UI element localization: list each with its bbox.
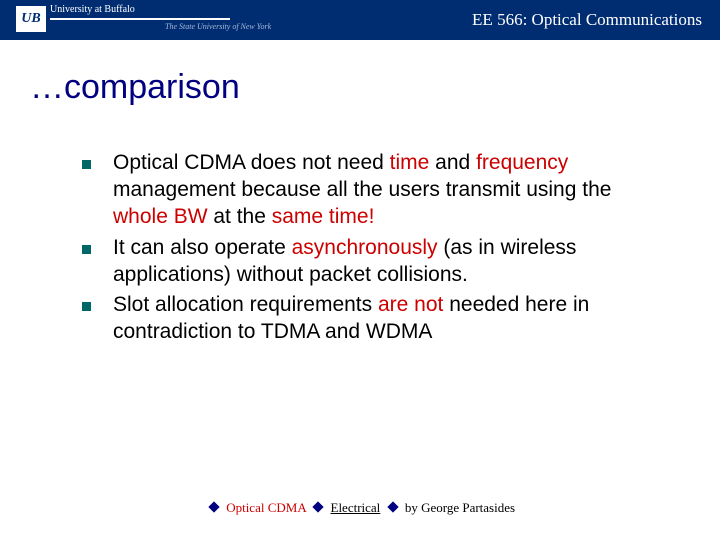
text-run: It can also operate xyxy=(113,236,292,259)
list-item: It can also operate asynchronously (as i… xyxy=(82,235,662,289)
university-name: University at Buffalo xyxy=(50,4,135,15)
square-bullet-icon xyxy=(82,302,91,311)
emphasis-text: are not xyxy=(378,293,443,316)
footer-part-2: Electrical xyxy=(331,500,381,515)
logo-divider xyxy=(50,18,230,20)
bullet-list: Optical CDMA does not need time and freq… xyxy=(82,150,662,350)
bullet-text: It can also operate asynchronously (as i… xyxy=(113,235,662,289)
emphasis-text: same time! xyxy=(272,205,375,228)
text-run: Optical CDMA does not need xyxy=(113,151,390,174)
bullet-text: Optical CDMA does not need time and freq… xyxy=(113,150,662,231)
emphasis-text: time xyxy=(390,151,430,174)
header-bar: UB University at Buffalo The State Unive… xyxy=(0,0,720,40)
ub-shield-icon: UB xyxy=(16,6,46,32)
text-run: management because all the users transmi… xyxy=(113,178,611,201)
text-run: Slot allocation requirements xyxy=(113,293,378,316)
diamond-icon xyxy=(387,501,398,512)
slide: UB University at Buffalo The State Unive… xyxy=(0,0,720,540)
text-run: at the xyxy=(208,205,272,228)
university-subtext: The State University of New York xyxy=(165,22,271,31)
ub-logo: UB xyxy=(16,6,46,32)
list-item: Slot allocation requirements are not nee… xyxy=(82,292,662,346)
footer: Optical CDMA Electrical by George Partas… xyxy=(0,500,720,516)
diamond-icon xyxy=(208,501,219,512)
list-item: Optical CDMA does not need time and freq… xyxy=(82,150,662,231)
bullet-text: Slot allocation requirements are not nee… xyxy=(113,292,662,346)
slide-title: …comparison xyxy=(30,68,240,107)
footer-part-3: by George Partasides xyxy=(405,500,515,515)
diamond-icon xyxy=(313,501,324,512)
footer-part-1: Optical CDMA xyxy=(226,500,306,515)
square-bullet-icon xyxy=(82,245,91,254)
square-bullet-icon xyxy=(82,160,91,169)
emphasis-text: frequency xyxy=(476,151,568,174)
emphasis-text: whole BW xyxy=(113,205,208,228)
text-run: and xyxy=(429,151,476,174)
course-title: EE 566: Optical Communications xyxy=(472,10,702,30)
emphasis-text: asynchronously xyxy=(292,236,438,259)
